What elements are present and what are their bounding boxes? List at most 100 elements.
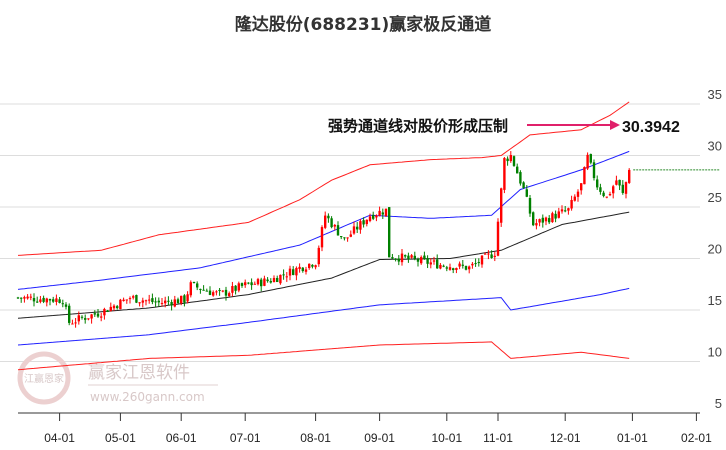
candle [548, 218, 551, 223]
candle [23, 297, 26, 299]
candle [608, 194, 612, 196]
candle [586, 154, 589, 169]
candle [557, 211, 560, 218]
candle [452, 268, 455, 271]
candle [58, 299, 61, 303]
candle [442, 265, 445, 267]
candle [455, 267, 458, 271]
candle [487, 253, 490, 255]
candle [292, 269, 295, 275]
candle [365, 219, 368, 225]
candle [615, 180, 618, 185]
candle [221, 290, 224, 292]
candle [592, 162, 596, 179]
candle [525, 189, 528, 197]
candle [144, 300, 148, 302]
candle [29, 296, 32, 298]
candle [554, 213, 557, 219]
candle [528, 197, 532, 214]
candle [308, 263, 311, 269]
candle [624, 182, 628, 194]
candle [119, 299, 122, 310]
x-tick-label: 04-01 [44, 431, 75, 445]
candle [48, 298, 52, 301]
candle [458, 263, 461, 267]
candle [141, 300, 144, 303]
candle [580, 183, 583, 191]
candle [512, 156, 516, 166]
candle [128, 298, 132, 300]
candle [170, 302, 173, 306]
candle [218, 289, 221, 291]
x-tick-label: 11-01 [483, 431, 513, 445]
candle [573, 196, 576, 201]
candle [304, 269, 308, 272]
candle [215, 291, 218, 293]
candle [244, 282, 247, 286]
candle [205, 290, 208, 292]
candle [196, 283, 199, 288]
candle [36, 301, 39, 303]
channel-line-lower-inner [17, 287, 630, 346]
candle [148, 299, 151, 301]
x-tick-label: 07-01 [230, 431, 261, 445]
candle [106, 310, 109, 312]
candle [375, 215, 378, 218]
candle [468, 266, 471, 270]
candle [439, 264, 442, 269]
candle [429, 262, 432, 265]
candle [276, 277, 279, 283]
candle [282, 274, 285, 276]
candle [183, 295, 186, 303]
candle [445, 267, 448, 269]
candle [189, 282, 192, 296]
candle [151, 298, 154, 303]
candle [490, 254, 493, 258]
candle [135, 295, 138, 303]
candle [503, 158, 506, 190]
candle [180, 295, 183, 304]
candle [509, 154, 512, 162]
candle [231, 286, 234, 293]
candle [413, 255, 416, 259]
x-axis: 04-01 05-01 06-01 07-01 08-01 09-01 10-01 11-01… [18, 412, 712, 445]
x-tick-label: 01-01 [617, 431, 648, 445]
candle [506, 158, 509, 162]
candle [330, 218, 333, 228]
candle [208, 290, 212, 295]
candle [138, 302, 141, 304]
candle [199, 288, 202, 290]
candle [484, 253, 487, 255]
candle [461, 264, 464, 266]
candle [61, 303, 64, 305]
candle [362, 220, 365, 225]
candle [564, 210, 567, 212]
candle [176, 299, 180, 304]
y-tick-label: 35 [708, 87, 722, 102]
candle [432, 260, 436, 262]
candle [90, 314, 93, 319]
candle [589, 154, 592, 163]
candle [576, 191, 580, 197]
candle [71, 323, 74, 325]
candle [100, 316, 103, 318]
candle [311, 264, 314, 267]
candle [247, 282, 250, 284]
candle [356, 226, 359, 230]
candle [388, 207, 391, 258]
candle [125, 299, 128, 301]
candle [288, 268, 292, 276]
y-tick-label: 10 [708, 345, 722, 360]
candle [480, 255, 484, 265]
candle [551, 213, 554, 223]
candle [234, 285, 237, 291]
candle [464, 265, 468, 270]
candle [266, 279, 269, 282]
candle [541, 217, 544, 223]
candle [583, 167, 586, 185]
candle [32, 298, 36, 302]
candle [448, 267, 452, 270]
candle [103, 308, 106, 316]
candle [122, 299, 125, 302]
x-tick-label: 06-01 [166, 431, 197, 445]
